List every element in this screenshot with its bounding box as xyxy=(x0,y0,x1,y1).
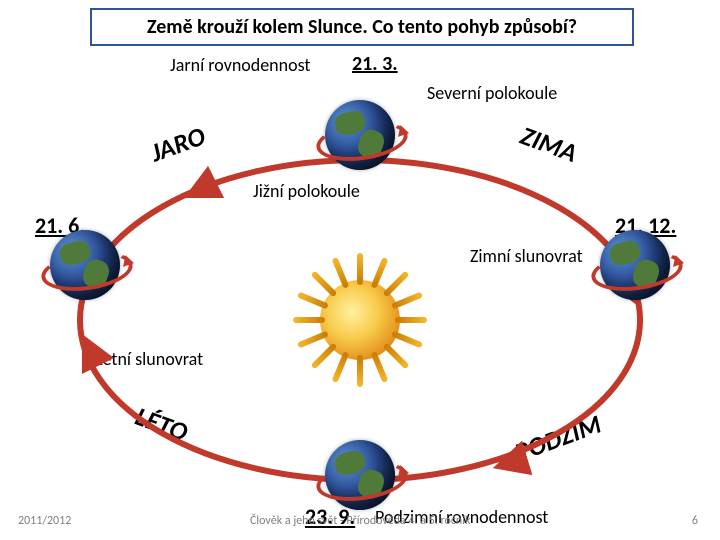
page-title: Země krouží kolem Slunce. Co tento pohyb… xyxy=(90,8,634,46)
earth-top-icon xyxy=(325,100,395,170)
south-hemisphere-label: Jižní polokoule xyxy=(253,180,360,202)
spring-equinox-label: Jarní rovnodennost xyxy=(170,54,310,76)
season-winter: ZIMA xyxy=(516,119,581,169)
summer-solstice-label: Letní slunovrat xyxy=(95,348,203,370)
north-hemisphere-label: Severní polokoule xyxy=(427,82,557,104)
season-summer: LÉTO xyxy=(131,400,192,448)
page-title-text: Země krouží kolem Slunce. Co tento pohyb… xyxy=(147,15,577,39)
season-spring: JARO xyxy=(146,119,209,168)
winter-solstice-label: Zimní slunovrat xyxy=(470,245,583,267)
sun-icon xyxy=(295,255,425,385)
date-spring: 21. 3. xyxy=(352,52,398,76)
season-autumn: PODZIM xyxy=(510,408,605,469)
footer-page-number: 6 xyxy=(692,514,698,528)
footer-subject: Člověk a jeho svět - Přírodověda 4. a 5.… xyxy=(250,514,470,528)
earth-bottom-icon xyxy=(325,440,395,510)
footer-year: 2011/2012 xyxy=(18,514,71,528)
earth-right-icon xyxy=(600,230,670,300)
earth-left-icon xyxy=(50,230,120,300)
